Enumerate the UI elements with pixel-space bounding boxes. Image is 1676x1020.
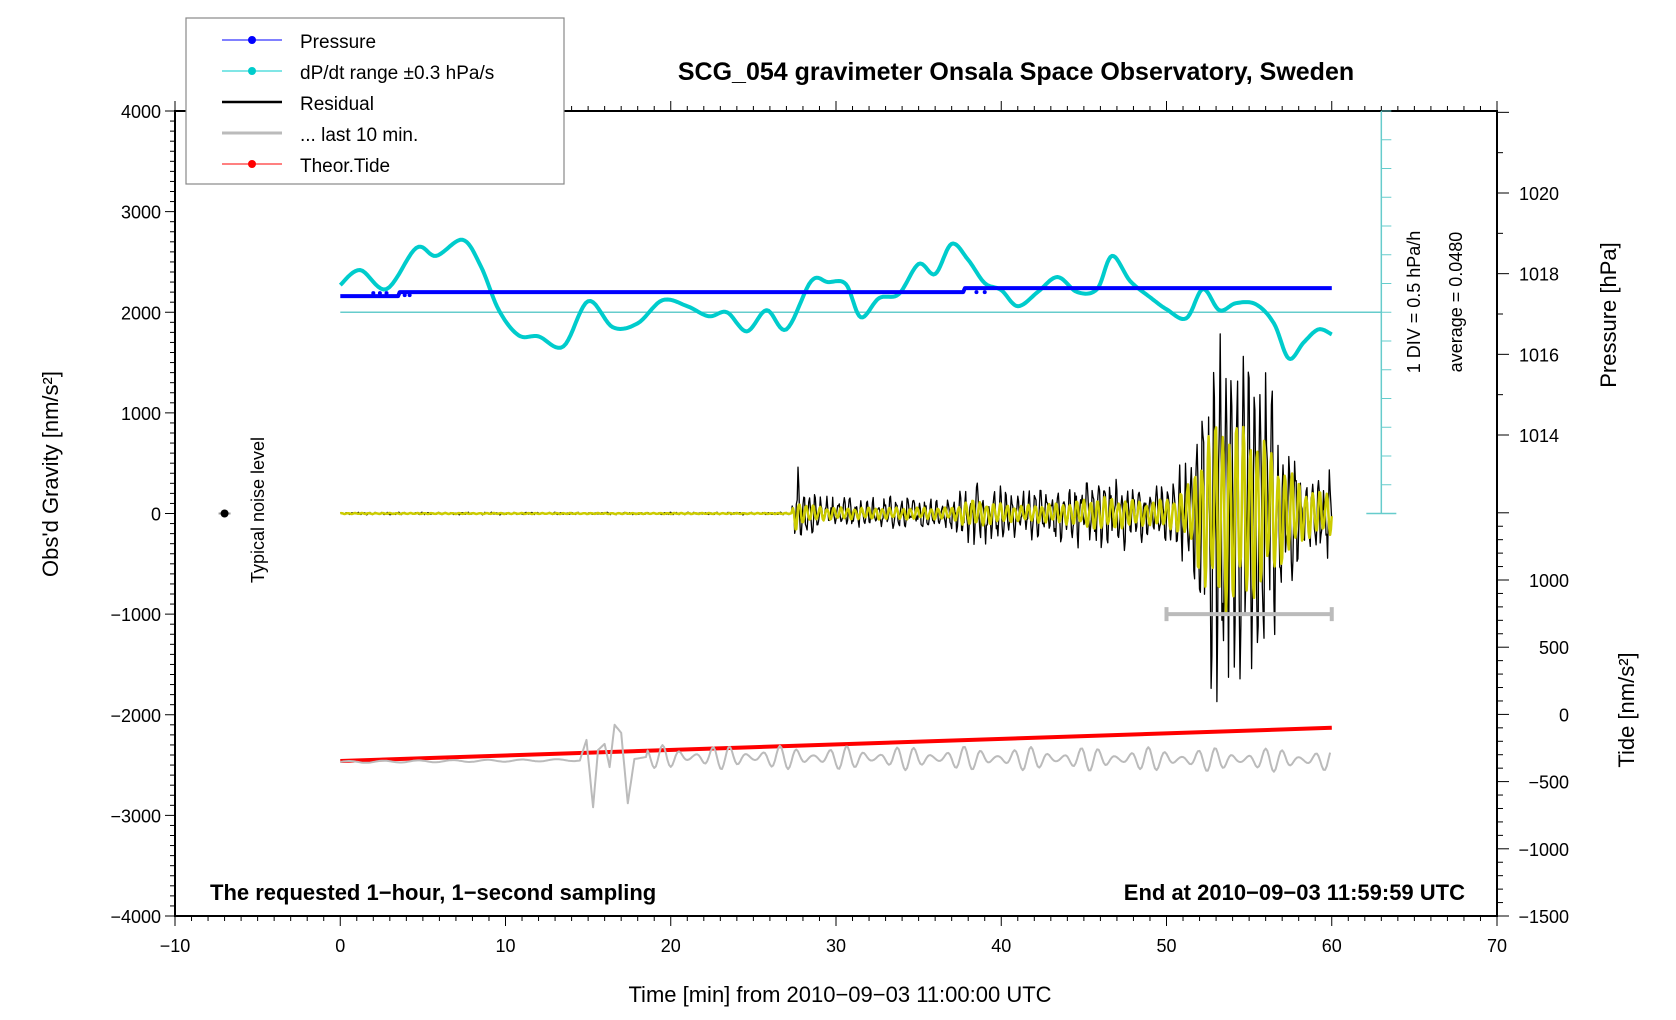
tide-tick-label: −500 [1528, 773, 1569, 793]
svg-text:Theor.Tide: Theor.Tide [300, 156, 390, 177]
pressure-tick-label: 1020 [1519, 184, 1559, 204]
pressure-point [402, 293, 407, 298]
pressure-point [982, 290, 987, 295]
tide-tick-label: −1000 [1518, 840, 1569, 860]
pressure-axis-label: Pressure [hPa] [1596, 242, 1621, 388]
end-time-annotation: End at 2010−09−03 11:59:59 UTC [1124, 880, 1465, 905]
legend-item-pressure: Pressure [222, 32, 376, 53]
x-tick-label: 20 [661, 936, 681, 956]
y-tick-label: 1000 [121, 404, 161, 424]
x-tick-label: 40 [991, 936, 1011, 956]
y-axis-right: 1020 1018 1016 1014 1000 500 0 −500 −1000 −1500 [1497, 111, 1569, 927]
legend-item-residual: Residual [222, 94, 374, 115]
noise-level-dot [220, 509, 229, 518]
average-annotation: average = 0.0480 [1446, 232, 1466, 373]
tide-axis-label: Tide [nm/s²] [1614, 652, 1639, 767]
svg-text:... last 10 min.: ... last 10 min. [300, 125, 418, 146]
y-axis-left-label: Obs'd Gravity [nm/s²] [38, 371, 63, 577]
x-tick-label: 60 [1322, 936, 1342, 956]
series-layer [218, 110, 1397, 809]
y-tick-label: 0 [151, 505, 161, 525]
y-tick-label: −2000 [110, 706, 161, 726]
tide-series-line [340, 725, 1332, 763]
pressure-tick-label: 1016 [1519, 345, 1559, 365]
pressure-tick-label: 1014 [1519, 426, 1559, 446]
legend-item-last10: ... last 10 min. [222, 125, 418, 146]
y-tick-label: 4000 [121, 102, 161, 122]
noise-level-label: Typical noise level [248, 437, 268, 583]
y-tick-label: 2000 [121, 303, 161, 323]
div-scale-annotation: 1 DIV = 0.5 hPa/h [1404, 231, 1424, 374]
y-tick-label: −1000 [110, 605, 161, 625]
x-tick-label: −10 [160, 936, 191, 956]
pressure-tick-label: 1018 [1519, 265, 1559, 285]
pressure-point [371, 291, 376, 296]
x-tick-label: 0 [335, 936, 345, 956]
chart-title: SCG_054 gravimeter Onsala Space Observat… [678, 58, 1354, 86]
x-tick-label: 30 [826, 936, 846, 956]
sampling-annotation: The requested 1−hour, 1−second sampling [210, 880, 656, 905]
tide-tick-label: 500 [1539, 638, 1569, 658]
tide-tick-label: 0 [1559, 705, 1569, 725]
x-tick-label: 50 [1156, 936, 1176, 956]
svg-text:dP/dt range ±0.3 hPa/s: dP/dt range ±0.3 hPa/s [300, 63, 494, 84]
x-tick-label: 10 [495, 936, 515, 956]
dpdt-series-line [338, 237, 1333, 361]
pressure-series-line [340, 286, 1332, 299]
tide-tick-label: 1000 [1529, 571, 1569, 591]
y-axis-left: 4000 3000 2000 1000 0 −1000 −2000 −3000 −4000 [110, 102, 175, 927]
pressure-point [384, 291, 389, 296]
pressure-point [377, 291, 382, 296]
legend: Pressure dP/dt range ±0.3 hPa/s Residual… [185, 17, 565, 185]
y-tick-label: −3000 [110, 806, 161, 826]
x-tick-label: 70 [1487, 936, 1507, 956]
pressure-point [407, 293, 412, 298]
svg-text:Residual: Residual [300, 94, 374, 115]
pressure-point [974, 290, 979, 295]
y-tick-label: −4000 [110, 907, 161, 927]
tide-tick-label: −1500 [1518, 907, 1569, 927]
legend-item-tide: Theor.Tide [222, 156, 390, 177]
y-tick-label: 3000 [121, 203, 161, 223]
svg-text:Pressure: Pressure [300, 32, 376, 53]
last-10-min-line [340, 723, 1332, 809]
legend-item-dpdt: dP/dt range ±0.3 hPa/s [222, 63, 494, 84]
filtered-residual-line [339, 425, 1333, 615]
x-axis-label: Time [min] from 2010−09−03 11:00:00 UTC [628, 982, 1051, 1007]
